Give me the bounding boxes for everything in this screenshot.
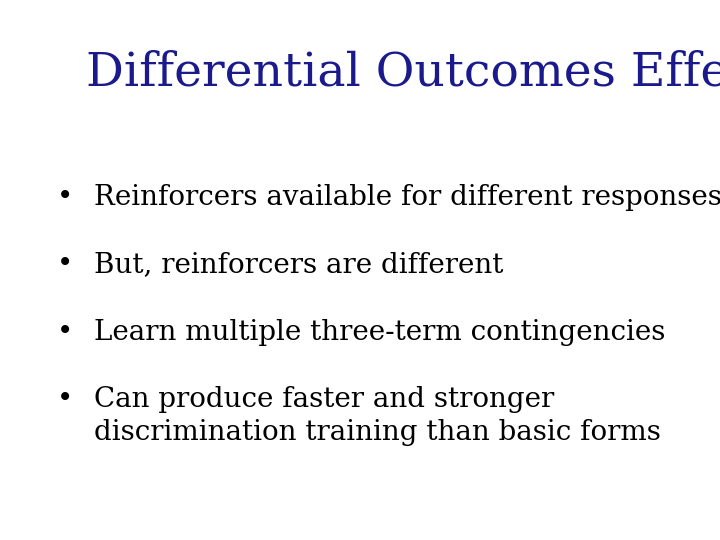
Text: But, reinforcers are different: But, reinforcers are different [94,251,503,278]
Text: •: • [57,386,73,413]
Text: •: • [57,184,73,211]
Text: Can produce faster and stronger
discrimination training than basic forms: Can produce faster and stronger discrimi… [94,386,660,447]
Text: Reinforcers available for different responses: Reinforcers available for different resp… [94,184,720,211]
Text: Learn multiple three-term contingencies: Learn multiple three-term contingencies [94,319,665,346]
Text: •: • [57,319,73,346]
Text: •: • [57,251,73,278]
Text: Differential Outcomes Effect: Differential Outcomes Effect [86,50,720,96]
